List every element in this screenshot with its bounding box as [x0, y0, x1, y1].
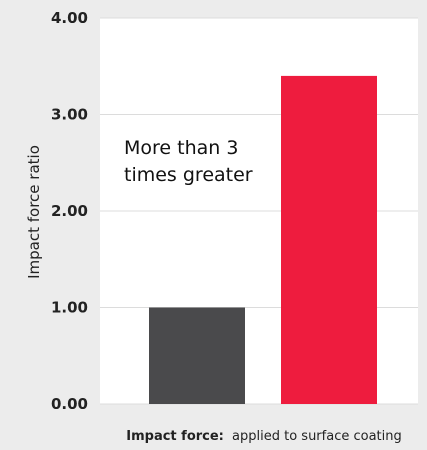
y-tick-label: 4.00 [51, 9, 88, 27]
x-axis-caption-bold: Impact force: [126, 429, 224, 444]
bar-1 [149, 307, 245, 404]
y-tick-label: 1.00 [51, 299, 88, 317]
annotation: More than 3 times greater [124, 137, 253, 186]
annotation-line-2: times greater [124, 164, 253, 186]
bars [149, 75, 377, 405]
y-tick-label: 3.00 [51, 106, 88, 124]
x-axis-caption: Impact force: applied to surface coating [126, 429, 402, 444]
bar-2 [281, 75, 377, 405]
x-axis-caption-rest: applied to surface coating [232, 429, 402, 444]
y-axis-ticks: 0.00 1.00 2.00 3.00 4.00 [51, 9, 88, 413]
y-tick-label: 2.00 [51, 202, 88, 220]
annotation-line-1: More than 3 [124, 137, 238, 159]
y-tick-label: 0.00 [51, 395, 88, 413]
y-axis-label: Impact force ratio [25, 145, 43, 279]
